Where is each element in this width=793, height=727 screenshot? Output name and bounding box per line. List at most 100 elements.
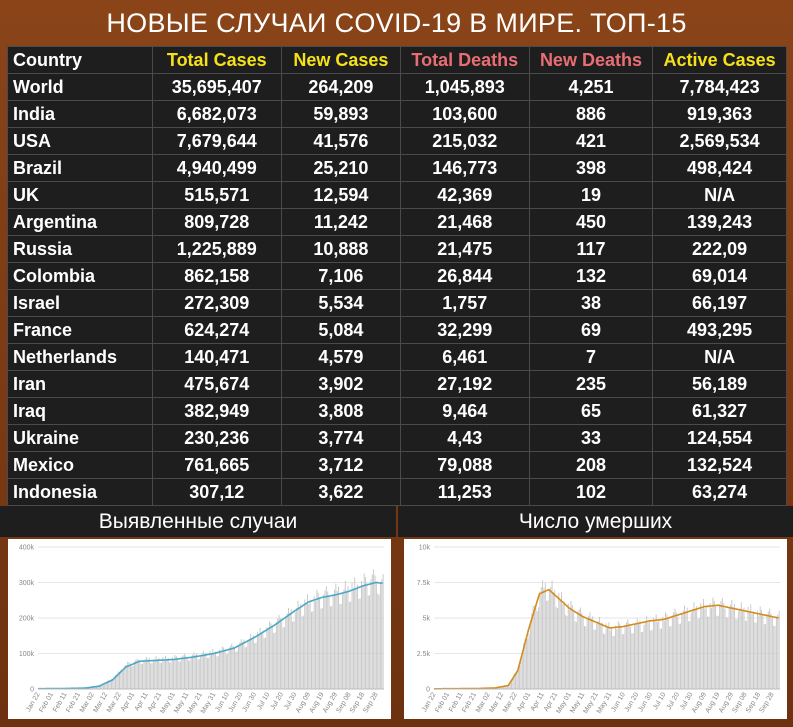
ytick-label: 100k bbox=[19, 651, 35, 658]
bar bbox=[165, 655, 166, 689]
bar bbox=[652, 617, 654, 689]
bar bbox=[219, 649, 221, 689]
bar bbox=[192, 654, 194, 689]
bar bbox=[344, 580, 346, 689]
bar bbox=[770, 613, 772, 689]
bar bbox=[109, 679, 111, 689]
table-row: Indonesia 307,12 3,622 11,253 102 63,274 bbox=[7, 478, 787, 506]
bar bbox=[209, 650, 211, 689]
table-row: Argentina 809,728 11,242 21,468 450 139,243 bbox=[7, 208, 787, 236]
bar bbox=[504, 685, 506, 689]
bar bbox=[556, 608, 558, 689]
bar bbox=[213, 653, 215, 689]
bar bbox=[578, 609, 580, 689]
ytick-label: 0 bbox=[426, 687, 430, 694]
bar bbox=[339, 604, 341, 689]
bar bbox=[663, 620, 665, 689]
bar bbox=[552, 592, 554, 689]
bar bbox=[242, 642, 244, 689]
value-cell: 38 bbox=[528, 289, 654, 317]
bar bbox=[201, 653, 203, 689]
bar bbox=[127, 661, 129, 689]
bar bbox=[671, 615, 673, 689]
bar bbox=[224, 649, 226, 689]
bar bbox=[598, 616, 600, 689]
bar bbox=[748, 611, 750, 689]
bar bbox=[97, 685, 99, 689]
bar bbox=[101, 683, 103, 689]
bar bbox=[263, 638, 265, 689]
bar bbox=[338, 586, 339, 689]
bar bbox=[112, 679, 114, 689]
bar bbox=[247, 641, 249, 689]
bar bbox=[367, 595, 369, 689]
bar bbox=[282, 627, 284, 689]
value-cell: 132 bbox=[528, 262, 654, 290]
bar bbox=[775, 617, 777, 689]
bar bbox=[215, 651, 217, 689]
bar bbox=[240, 639, 242, 689]
bar bbox=[693, 602, 695, 689]
bar bbox=[286, 613, 288, 689]
value-cell: 7,679,644 bbox=[151, 127, 282, 155]
value-cell: 1,045,893 bbox=[399, 73, 530, 101]
bar bbox=[624, 624, 626, 689]
bar bbox=[727, 617, 729, 689]
bar bbox=[759, 606, 761, 689]
value-cell: 12,594 bbox=[280, 181, 401, 209]
bar bbox=[289, 612, 291, 689]
bar bbox=[169, 662, 171, 689]
bar bbox=[94, 686, 96, 689]
bar bbox=[319, 597, 321, 689]
bar bbox=[604, 634, 606, 689]
bar bbox=[277, 618, 279, 689]
value-cell: 21,475 bbox=[399, 235, 530, 263]
value-cell: 69 bbox=[528, 316, 654, 344]
bar bbox=[143, 660, 145, 689]
bar bbox=[738, 611, 740, 689]
bar bbox=[777, 614, 779, 689]
bar bbox=[188, 660, 189, 689]
col-header-total-cases: Total Cases bbox=[151, 46, 282, 74]
value-cell: 10,888 bbox=[280, 235, 401, 263]
bar bbox=[317, 592, 319, 689]
bar bbox=[178, 661, 180, 689]
bar bbox=[350, 601, 352, 689]
ytick-label: 7.5k bbox=[417, 580, 431, 587]
bar bbox=[250, 633, 252, 689]
cases-chart-box: 0 100k 200k 300k 400k Jan 22 Feb 01 Feb 11 Feb 2… bbox=[8, 539, 391, 719]
bar bbox=[667, 618, 669, 689]
country-cell: UK bbox=[7, 181, 153, 209]
bar bbox=[754, 622, 756, 689]
value-cell: 42,369 bbox=[399, 181, 530, 209]
bar bbox=[323, 594, 325, 689]
bar bbox=[721, 597, 723, 689]
bar bbox=[265, 637, 267, 689]
bar bbox=[747, 606, 749, 689]
bar bbox=[125, 665, 127, 689]
bar bbox=[174, 655, 176, 689]
bar bbox=[121, 671, 123, 689]
bar bbox=[193, 652, 195, 689]
bar bbox=[179, 661, 181, 689]
bar bbox=[100, 684, 102, 689]
country-cell: Iran bbox=[7, 370, 153, 398]
bar bbox=[304, 599, 306, 689]
country-cell: World bbox=[7, 73, 153, 101]
bar bbox=[356, 584, 358, 689]
col-header-active-cases: Active Cases bbox=[652, 46, 787, 74]
bar bbox=[227, 653, 229, 689]
bar bbox=[135, 660, 137, 689]
bar bbox=[621, 634, 623, 689]
bar bbox=[593, 629, 595, 689]
bar bbox=[292, 621, 294, 689]
bar bbox=[229, 645, 231, 689]
bar bbox=[133, 661, 135, 689]
value-cell: 27,192 bbox=[399, 370, 530, 398]
value-cell: 9,464 bbox=[399, 397, 530, 425]
value-cell: 146,773 bbox=[399, 154, 530, 182]
bar bbox=[631, 633, 633, 689]
value-cell: 6,682,073 bbox=[151, 100, 282, 128]
bar bbox=[590, 618, 592, 689]
value-cell: 230,236 bbox=[151, 424, 282, 452]
